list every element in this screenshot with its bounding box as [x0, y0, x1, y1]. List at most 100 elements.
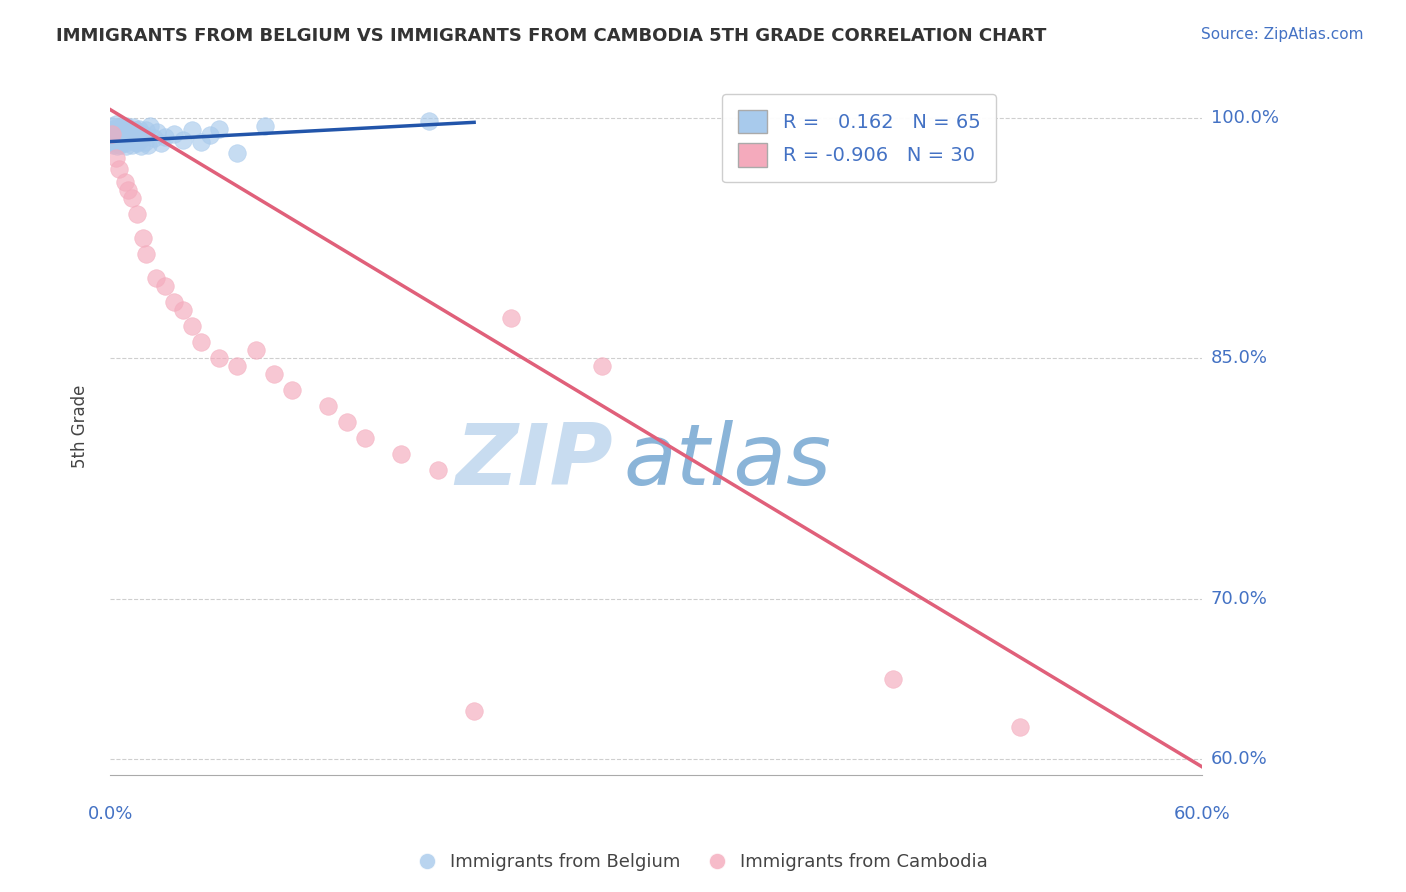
Point	[105, 120, 128, 135]
Point	[418, 113, 440, 128]
Text: 85.0%: 85.0%	[1211, 349, 1268, 367]
Point	[108, 161, 131, 176]
Text: IMMIGRANTS FROM BELGIUM VS IMMIGRANTS FROM CAMBODIA 5TH GRADE CORRELATION CHART: IMMIGRANTS FROM BELGIUM VS IMMIGRANTS FR…	[56, 27, 1046, 45]
Point	[426, 463, 449, 477]
Point	[107, 127, 129, 141]
Point	[101, 127, 124, 141]
Text: ZIP: ZIP	[454, 419, 613, 502]
Point	[108, 125, 131, 139]
Point	[190, 334, 212, 349]
Point	[117, 183, 139, 197]
Legend: R =   0.162   N = 65, R = -0.906   N = 30: R = 0.162 N = 65, R = -0.906 N = 30	[723, 95, 995, 183]
Text: 60.0%: 60.0%	[1211, 750, 1267, 768]
Point	[111, 133, 134, 147]
Point	[101, 127, 124, 141]
Point	[108, 129, 131, 144]
Point	[134, 135, 156, 149]
Text: Source: ZipAtlas.com: Source: ZipAtlas.com	[1201, 27, 1364, 42]
Point	[132, 127, 155, 141]
Point	[117, 125, 139, 139]
Point	[100, 129, 122, 144]
Point	[104, 133, 127, 147]
Point	[336, 415, 359, 429]
Point	[108, 137, 131, 152]
Point	[103, 137, 125, 152]
Point	[100, 123, 122, 137]
Point	[127, 128, 149, 143]
Point	[146, 125, 169, 139]
Point	[104, 117, 127, 131]
Point	[104, 136, 127, 151]
Point	[163, 294, 186, 309]
Point	[129, 139, 152, 153]
Point	[107, 128, 129, 143]
Point	[127, 207, 149, 221]
Point	[136, 137, 159, 152]
Point	[117, 129, 139, 144]
Point	[101, 135, 124, 149]
Point	[104, 121, 127, 136]
Point	[104, 151, 127, 165]
Point	[135, 123, 157, 137]
Point	[208, 351, 231, 365]
Point	[124, 135, 146, 149]
Point	[245, 343, 267, 357]
Point	[132, 231, 155, 245]
Point	[111, 135, 134, 149]
Point	[112, 127, 135, 141]
Point	[121, 120, 143, 135]
Point	[110, 120, 132, 135]
Point	[1010, 720, 1032, 734]
Point	[226, 145, 249, 160]
Point	[103, 125, 125, 139]
Point	[172, 133, 194, 147]
Point	[181, 123, 204, 137]
Point	[121, 137, 143, 152]
Point	[108, 135, 131, 149]
Point	[150, 136, 173, 151]
Point	[181, 318, 204, 333]
Point	[121, 191, 143, 205]
Point	[163, 127, 186, 141]
Point	[882, 672, 904, 686]
Point	[105, 139, 128, 153]
Point	[139, 119, 162, 133]
Text: 0.0%: 0.0%	[87, 805, 132, 823]
Point	[115, 139, 138, 153]
Text: 60.0%: 60.0%	[1174, 805, 1230, 823]
Point	[263, 367, 285, 381]
Point	[499, 310, 522, 325]
Point	[120, 133, 142, 147]
Point	[114, 175, 136, 189]
Point	[125, 125, 148, 139]
Point	[103, 131, 125, 145]
Point	[253, 119, 276, 133]
Point	[153, 129, 176, 144]
Point	[114, 136, 136, 151]
Text: 100.0%: 100.0%	[1211, 109, 1278, 127]
Point	[145, 271, 167, 285]
Point	[101, 119, 124, 133]
Point	[208, 121, 231, 136]
Legend: Immigrants from Belgium, Immigrants from Cambodia: Immigrants from Belgium, Immigrants from…	[411, 847, 995, 879]
Point	[591, 359, 613, 373]
Point	[111, 123, 134, 137]
Text: 70.0%: 70.0%	[1211, 590, 1267, 607]
Point	[105, 123, 128, 137]
Point	[190, 135, 212, 149]
Point	[129, 133, 152, 147]
Point	[114, 119, 136, 133]
Point	[153, 278, 176, 293]
Point	[281, 383, 304, 397]
Point	[135, 247, 157, 261]
Point	[110, 121, 132, 136]
Point	[128, 121, 150, 136]
Point	[463, 704, 485, 718]
Point	[110, 131, 132, 145]
Point	[120, 127, 142, 141]
Point	[354, 431, 377, 445]
Point	[127, 136, 149, 151]
Y-axis label: 5th Grade: 5th Grade	[72, 384, 89, 468]
Point	[172, 302, 194, 317]
Point	[142, 131, 165, 145]
